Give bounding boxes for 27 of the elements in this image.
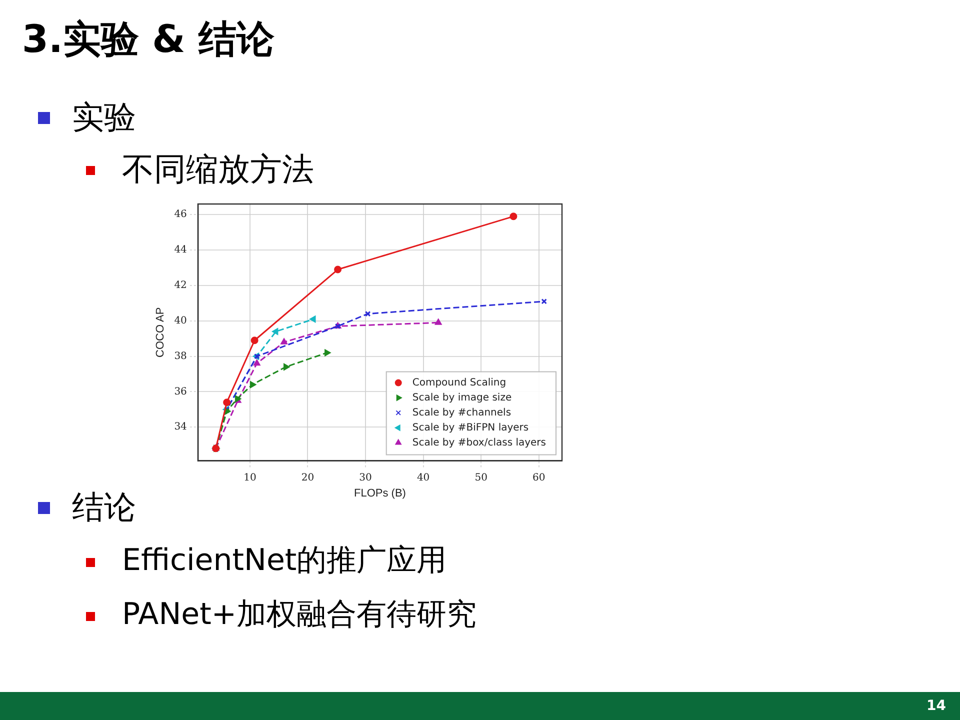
text: EfficientNet的推广应用 bbox=[122, 542, 447, 580]
legend-label: Scale by #BiFPN layers bbox=[412, 422, 529, 434]
text: 结论 bbox=[72, 487, 136, 528]
y-tick-label: 40 bbox=[174, 315, 187, 326]
y-tick-label: 34 bbox=[174, 422, 187, 433]
legend-label: Scale by #box/class layers bbox=[412, 437, 546, 448]
text: PANet+加权融合有待研究 bbox=[122, 596, 476, 634]
x-axis-title: FLOPs (B) bbox=[354, 487, 406, 500]
x-tick-label: 40 bbox=[416, 472, 430, 484]
x-tick-label: 20 bbox=[301, 472, 314, 484]
text: 不同缩放方法 bbox=[122, 149, 314, 190]
text: 实验 bbox=[72, 97, 136, 138]
y-tick-label: 46 bbox=[174, 209, 187, 220]
y-tick-label: 36 bbox=[174, 386, 187, 398]
x-tick-label: 10 bbox=[244, 472, 256, 484]
chart-title: 3.实验 & 结论 bbox=[22, 16, 274, 63]
legend-label: Scale by #channels bbox=[412, 407, 512, 418]
y-tick-label: 38 bbox=[174, 350, 187, 362]
x-tick-label: 30 bbox=[359, 472, 372, 484]
text: 14 bbox=[926, 698, 946, 714]
y-tick-label: 42 bbox=[174, 280, 187, 292]
x-tick-label: 60 bbox=[532, 472, 546, 484]
legend-label: Scale by image size bbox=[412, 392, 512, 404]
y-axis-title: COCO AP bbox=[154, 307, 167, 358]
y-tick-label: 44 bbox=[174, 244, 187, 256]
legend-label: Compound Scaling bbox=[412, 377, 506, 388]
x-tick-label: 50 bbox=[474, 472, 488, 484]
